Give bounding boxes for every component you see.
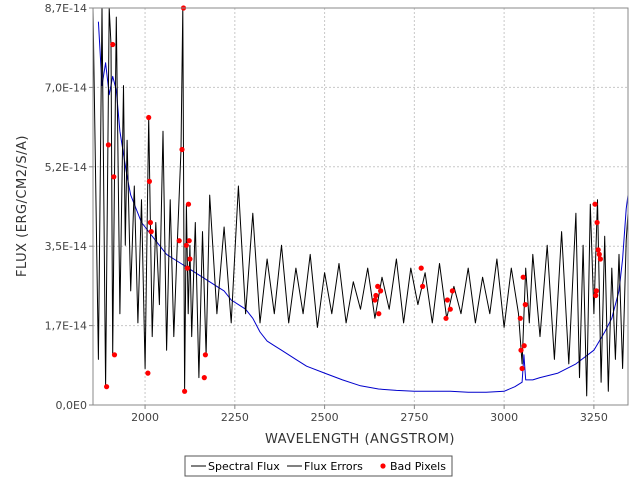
bad-pixel-point — [372, 297, 378, 303]
legend: Spectral Flux Flux Errors Bad Pixels — [184, 455, 453, 477]
bad-pixel-point — [176, 238, 182, 244]
bad-pixel-point — [184, 265, 190, 271]
legend-label-bad-pixels: Bad Pixels — [390, 460, 446, 473]
bad-pixel-point — [594, 219, 600, 226]
bad-pixel-point — [185, 201, 192, 207]
legend-swatch-bad-pixels — [380, 463, 386, 469]
legend-label-flux-errors: Flux Errors — [304, 460, 363, 473]
y-tick-label: 1,7E-14 — [45, 320, 87, 333]
y-tick-label: 3,5E-14 — [45, 240, 87, 253]
bad-pixel-point — [519, 365, 525, 372]
bad-pixel-point — [147, 219, 153, 226]
x-tick-label: 2750 — [400, 411, 428, 424]
y-tick-label: 7,0E-14 — [45, 81, 87, 94]
bad-pixel-point — [520, 274, 526, 280]
x-tick-label: 2250 — [221, 411, 249, 424]
bad-pixel-point — [183, 242, 189, 248]
bad-pixel-point — [593, 288, 600, 294]
bad-pixel-point — [595, 247, 601, 253]
bad-pixel-point — [111, 352, 118, 358]
bad-pixel-point — [517, 315, 523, 321]
bad-pixel-point — [110, 41, 116, 48]
bad-pixels-markers — [104, 5, 604, 394]
bad-pixel-point — [420, 283, 426, 289]
bad-pixel-point — [596, 251, 602, 257]
plot-frame — [92, 7, 629, 406]
bad-pixel-point — [104, 384, 110, 390]
x-tick-label: 2000 — [131, 411, 159, 424]
bad-pixel-point — [444, 297, 450, 303]
bad-pixel-point — [518, 347, 524, 353]
spectral-flux-line — [92, 7, 629, 397]
plot-area — [93, 8, 628, 405]
bad-pixel-point — [373, 292, 379, 299]
bad-pixel-point — [443, 315, 449, 321]
y-tick-label: 0,0E0 — [56, 399, 87, 412]
bad-pixel-point — [522, 302, 528, 308]
y-axis: 0,0E0 1,7E-14 3,5E-14 5,2E-14 7,0E-14 8,7E-14 — [45, 2, 93, 412]
bad-pixel-point — [593, 292, 599, 299]
legend-box — [184, 455, 453, 477]
bad-pixel-point — [111, 174, 117, 180]
bad-pixel-point — [449, 288, 455, 294]
bad-pixel-point — [179, 146, 185, 153]
y-tick-label: 8,7E-14 — [45, 2, 87, 15]
bad-pixel-point — [187, 256, 193, 262]
y-axis-title: FLUX (ERG/CM2/S/A) — [15, 135, 30, 277]
bad-pixel-point — [146, 178, 152, 184]
legend-label-spectral-flux: Spectral Flux — [208, 460, 280, 473]
bad-pixel-point — [182, 388, 188, 394]
bad-pixel-point — [418, 265, 424, 271]
bad-pixel-point — [597, 256, 604, 262]
bad-pixel-point — [201, 375, 207, 381]
bad-pixel-point — [447, 306, 453, 312]
series-lines — [92, 7, 629, 397]
x-tick-label: 3000 — [490, 411, 518, 424]
bad-pixel-point — [375, 283, 381, 289]
bad-pixel-point — [148, 229, 154, 235]
bad-pixel-point — [376, 311, 382, 317]
bad-pixel-point — [146, 114, 152, 121]
bad-pixel-point — [202, 352, 208, 358]
bad-pixel-point — [105, 142, 111, 148]
y-tick-label: 5,2E-14 — [45, 161, 87, 174]
x-tick-label: 2500 — [311, 411, 339, 424]
x-axis: 2000 2250 2500 2750 3000 3250 — [131, 405, 608, 424]
bad-pixel-point — [521, 343, 527, 349]
x-axis-title: WAVELENGTH (ANGSTROM) — [265, 432, 455, 447]
x-tick-label: 3250 — [580, 411, 608, 424]
bad-pixel-point — [378, 288, 384, 294]
bad-pixel-point — [186, 238, 192, 244]
bad-pixel-point — [145, 370, 151, 376]
bad-pixel-point — [592, 201, 598, 207]
